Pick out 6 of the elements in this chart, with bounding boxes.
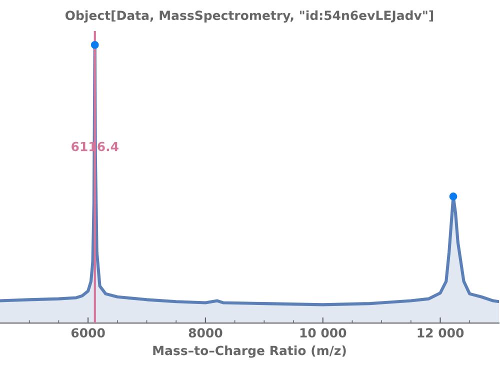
x-tick-label: 12 000	[418, 328, 464, 338]
x-tick-label: 10 000	[300, 328, 346, 338]
x-axis-title: Mass–to–Charge Ratio (m/z)	[153, 346, 346, 358]
x-tick-label: 6000	[71, 328, 105, 338]
chart-title: Object[Data, MassSpectrometry, "id:54n6evLEJadv"]	[65, 10, 434, 23]
x-tick-label: 8000	[188, 328, 222, 338]
